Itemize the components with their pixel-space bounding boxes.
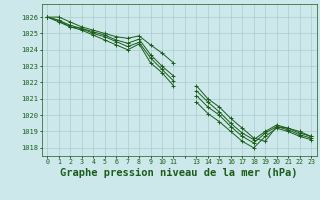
X-axis label: Graphe pression niveau de la mer (hPa): Graphe pression niveau de la mer (hPa) xyxy=(60,168,298,178)
